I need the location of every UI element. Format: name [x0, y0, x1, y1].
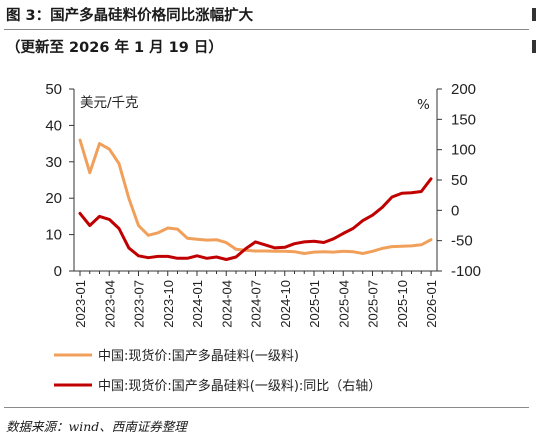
right-tick-label: 0 — [451, 202, 459, 219]
header-divider — [4, 29, 529, 30]
x-tick-label: 2025-10 — [395, 280, 410, 328]
left-tick-label: 10 — [45, 227, 62, 244]
x-tick-label: 2023-01 — [73, 280, 88, 328]
right-tick-label: 150 — [451, 111, 476, 128]
chart-axes: 0 10 20 30 40 50 -100 -50 0 50 100 150 200 2023-01 202… — [45, 81, 481, 328]
right-tick-label: 100 — [451, 142, 476, 159]
x-tick-label: 2025-04 — [336, 280, 351, 328]
x-tick-label: 2023-04 — [102, 280, 117, 328]
x-tick-label: 2025-07 — [366, 280, 381, 328]
x-tick-label: 2023-07 — [132, 280, 147, 328]
chart-legend: 中国:现货价:国产多晶硅料(一级料) 中国:现货价:国产多晶硅料(一级料):同比（… — [54, 348, 381, 394]
chart-series — [78, 138, 433, 261]
right-axis-unit: % — [417, 97, 430, 113]
series-line-yoy — [78, 177, 433, 261]
right-tick-label: 50 — [451, 172, 468, 189]
series-line-price — [78, 138, 433, 255]
left-axis-unit: 美元/千克 — [80, 95, 139, 111]
clipped-edge-mark — [532, 40, 536, 53]
left-tick-label: 30 — [45, 154, 62, 171]
figure-subtitle: （更新至 2026 年 1 月 19 日） — [6, 40, 223, 56]
x-tick-label: 2025-01 — [307, 280, 322, 328]
left-tick-label: 20 — [45, 190, 62, 207]
line-chart: 0 10 20 30 40 50 -100 -50 0 50 100 150 200 2023-01 202… — [45, 81, 481, 394]
x-tick-label: 2024-07 — [249, 280, 264, 328]
right-tick-label: 200 — [451, 81, 476, 98]
clipped-edge-mark — [532, 8, 536, 21]
x-tick-label: 2023-10 — [161, 280, 176, 328]
left-tick-label: 50 — [45, 81, 62, 98]
source-note: 数据来源：wind、西南证券整理 — [6, 419, 187, 434]
left-tick-label: 0 — [54, 263, 62, 280]
footer-divider — [4, 407, 529, 408]
x-tick-label: 2024-04 — [219, 280, 234, 328]
right-tick-label: -100 — [451, 263, 481, 280]
legend-label-price: 中国:现货价:国产多晶硅料(一级料) — [98, 348, 299, 364]
x-tick-label: 2024-01 — [190, 280, 205, 328]
x-tick-label: 2024-10 — [278, 280, 293, 328]
x-tick-label: 2026-01 — [424, 280, 439, 328]
legend-label-yoy: 中国:现货价:国产多晶硅料(一级料):同比（右轴） — [98, 378, 381, 394]
right-tick-label: -50 — [451, 233, 473, 250]
figure-title: 图 3：国产多晶硅料价格同比涨幅扩大 — [6, 8, 254, 24]
left-tick-label: 40 — [45, 117, 62, 134]
